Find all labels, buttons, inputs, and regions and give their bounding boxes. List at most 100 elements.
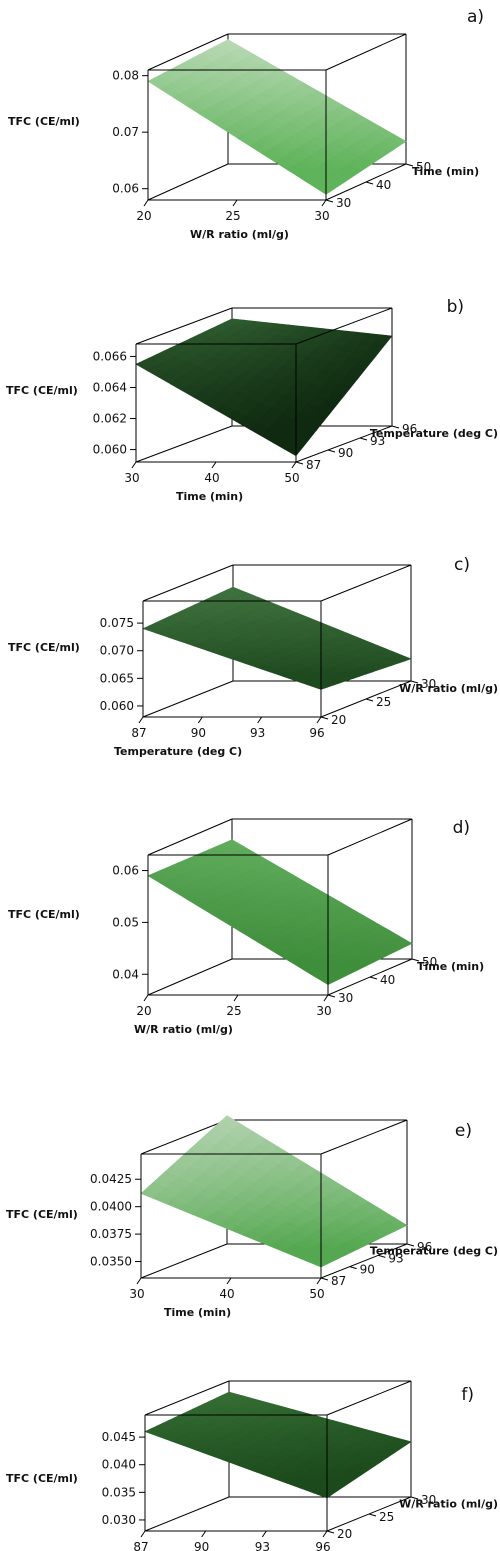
- x-tick-label: 96: [315, 1540, 330, 1551]
- box-back-edge: [140, 1243, 228, 1279]
- x-tick-label: 96: [309, 726, 324, 740]
- x-tick-label: 20: [136, 209, 151, 223]
- y-tick: [378, 1254, 386, 1258]
- y-tick: [320, 1277, 329, 1281]
- y-tick: [349, 1266, 357, 1270]
- surface-patch: [284, 440, 304, 457]
- z-tick-label: 0.075: [100, 616, 134, 630]
- z-tick-label: 0.0375: [90, 1227, 132, 1241]
- z-axis-label: TFC (CE/ml): [6, 384, 78, 397]
- box-back-edge: [147, 33, 229, 71]
- y-tick: [410, 680, 419, 684]
- y-tick-label: 90: [338, 446, 353, 460]
- x-tick: [226, 1277, 232, 1285]
- x-tick: [138, 716, 144, 724]
- y-tick-label: 30: [421, 677, 436, 691]
- y-tick-label: 87: [331, 1274, 346, 1288]
- z-tick-label: 0.065: [100, 671, 134, 685]
- box-back-edge: [135, 307, 233, 345]
- box-back-edge: [140, 1119, 228, 1155]
- y-tick-label: 96: [402, 422, 417, 436]
- panel-label: b): [447, 297, 464, 317]
- x-tick: [291, 461, 297, 469]
- y-tick: [391, 425, 400, 429]
- z-axis-label: TFC (CE/ml): [8, 908, 80, 921]
- x-tick: [261, 1530, 267, 1538]
- z-tick-label: 0.060: [93, 443, 127, 457]
- z-tick-label: 0.04: [112, 967, 139, 981]
- y-tick-label: 40: [376, 178, 391, 192]
- response-surface: [144, 1391, 412, 1499]
- y-tick: [368, 1513, 377, 1517]
- y-tick: [359, 437, 368, 441]
- surface-patch: [314, 973, 335, 985]
- x-tick: [197, 716, 203, 724]
- box-back-edge: [147, 958, 233, 996]
- x-tick: [323, 994, 329, 1002]
- box-front-edge: [327, 818, 413, 856]
- response-surface: [147, 39, 407, 195]
- z-tick-label: 0.060: [100, 699, 134, 713]
- y-axis-label: W/R ratio (ml/g): [399, 1498, 498, 1511]
- y-tick-label: 30: [336, 196, 351, 210]
- x-tick-label: 30: [314, 209, 329, 223]
- x-tick: [140, 1530, 146, 1538]
- z-tick-label: 0.064: [93, 380, 127, 394]
- x-tick: [232, 199, 238, 207]
- panel-label: f): [461, 1385, 474, 1405]
- x-tick-label: 30: [124, 471, 139, 485]
- x-tick-label: 90: [194, 1540, 209, 1551]
- z-tick-label: 0.045: [102, 1430, 136, 1444]
- box-front-edge: [326, 1380, 412, 1416]
- y-tick: [405, 163, 414, 167]
- z-tick-label: 0.06: [112, 182, 139, 196]
- x-tick: [322, 1530, 328, 1538]
- z-tick-label: 0.0400: [90, 1200, 132, 1214]
- x-tick-label: 50: [309, 1287, 324, 1301]
- y-tick: [295, 461, 304, 465]
- x-tick-label: 93: [255, 1540, 270, 1551]
- x-tick-label: 30: [316, 1004, 331, 1018]
- chart-panel-a: 0.06 0.07 0.08 20 25 30 30 40 50 TFC (CE/ml) W/R r…: [8, 7, 484, 241]
- x-tick: [316, 716, 322, 724]
- x-tick-label: 30: [129, 1287, 144, 1301]
- box-back-edge: [144, 1380, 230, 1416]
- surface-patch: [312, 182, 333, 195]
- x-tick-label: 50: [284, 471, 299, 485]
- box-front-edge: [295, 425, 393, 463]
- panel-label: e): [455, 1121, 472, 1141]
- response-surface: [147, 839, 413, 985]
- z-axis-label: TFC (CE/ml): [6, 1208, 78, 1221]
- y-tick: [365, 181, 374, 185]
- z-tick-label: 0.062: [93, 412, 127, 426]
- x-axis-label: Time (min): [176, 490, 243, 503]
- box-front-edge: [295, 307, 393, 345]
- box-back-edge: [147, 163, 229, 201]
- z-tick-label: 0.035: [102, 1485, 136, 1499]
- box-back-edge: [144, 1496, 230, 1532]
- y-tick: [410, 1496, 419, 1500]
- z-axis-label: TFC (CE/ml): [8, 115, 80, 128]
- surface-patch: [307, 682, 329, 690]
- x-tick-label: 87: [131, 726, 146, 740]
- x-tick: [143, 199, 149, 207]
- box-front-edge: [320, 1243, 408, 1279]
- y-tick: [320, 716, 329, 720]
- y-tick-label: 93: [388, 1251, 403, 1265]
- y-tick: [327, 449, 336, 453]
- y-tick-label: 50: [422, 955, 437, 969]
- x-tick-label: 20: [136, 1004, 151, 1018]
- y-axis-label: Temperature (deg C): [370, 1245, 498, 1258]
- surface-patch: [313, 1488, 334, 1499]
- z-tick-label: 0.07: [112, 125, 139, 139]
- panel-label: c): [454, 555, 470, 575]
- y-tick-label: 30: [338, 991, 353, 1005]
- y-tick: [406, 1243, 415, 1247]
- y-tick-label: 25: [379, 1510, 394, 1524]
- x-tick: [201, 1530, 207, 1538]
- x-tick-label: 93: [250, 726, 265, 740]
- y-tick-label: 93: [370, 434, 385, 448]
- chart-panel-f: 0.030 0.035 0.040 0.045 87 90 93 96 20 25 30 TFC (C…: [6, 1380, 498, 1551]
- y-tick-label: 96: [417, 1240, 432, 1254]
- z-axis-label: TFC (CE/ml): [6, 1472, 78, 1485]
